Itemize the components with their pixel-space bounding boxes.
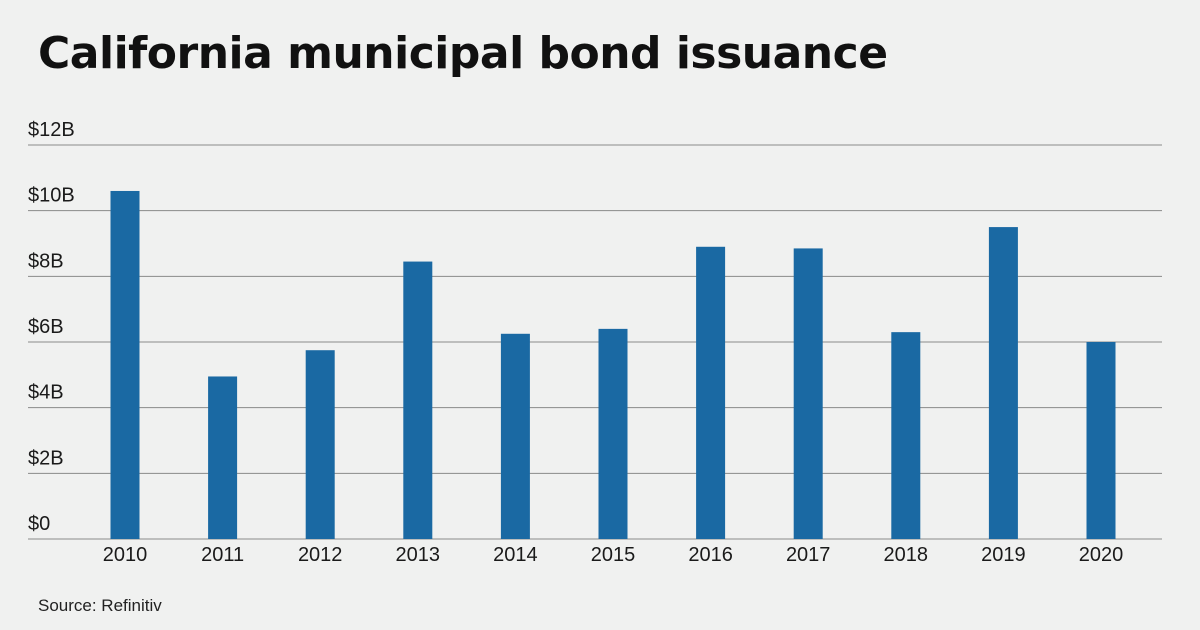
bar xyxy=(208,376,238,539)
x-tick-label: 2011 xyxy=(201,544,244,566)
x-tick-label: 2010 xyxy=(103,544,148,566)
bar xyxy=(891,332,921,539)
bar xyxy=(1086,342,1116,539)
bar xyxy=(500,333,530,539)
bar xyxy=(305,350,335,539)
x-tick-label: 2015 xyxy=(591,544,636,566)
x-tick-label: 2012 xyxy=(298,544,343,566)
x-tick-label: 2014 xyxy=(493,544,538,566)
y-axis-tick-labels: $0 $2B $4B $6B $8B $10B $12B xyxy=(28,119,75,535)
source-note: Source: Refinitiv xyxy=(38,596,162,615)
bar-chart: $0$2B$4B$6B$8B$10B$12B 2010 2011 2012 2013 2… xyxy=(28,119,1162,566)
x-tick-label: 2017 xyxy=(786,544,831,566)
x-tick-label: 2018 xyxy=(884,544,929,566)
x-tick-label: 2019 xyxy=(981,544,1026,566)
y-tick-label: $6B xyxy=(28,316,64,338)
y-tick-label: $2B xyxy=(28,447,64,469)
bar xyxy=(598,328,628,539)
bar xyxy=(793,248,823,540)
y-tick-label: $10B xyxy=(28,185,75,207)
y-tick-label: $0 xyxy=(28,513,50,535)
bar xyxy=(403,261,433,539)
y-tick-label: $12B xyxy=(28,119,75,141)
x-tick-label: 2020 xyxy=(1079,544,1124,566)
y-tick-label: $8B xyxy=(28,250,64,272)
bar xyxy=(696,246,726,540)
chart-title: California municipal bond issuance xyxy=(38,28,888,79)
bars xyxy=(110,190,1116,540)
y-tick-label: $4B xyxy=(28,382,64,404)
x-axis-tick-labels: 2010 2011 2012 2013 2014 2015 2016 2017 2018 2019… xyxy=(103,544,1124,566)
bar xyxy=(988,227,1018,540)
bar xyxy=(110,190,140,539)
x-tick-label: 2013 xyxy=(396,544,441,566)
x-tick-label: 2016 xyxy=(688,544,733,566)
